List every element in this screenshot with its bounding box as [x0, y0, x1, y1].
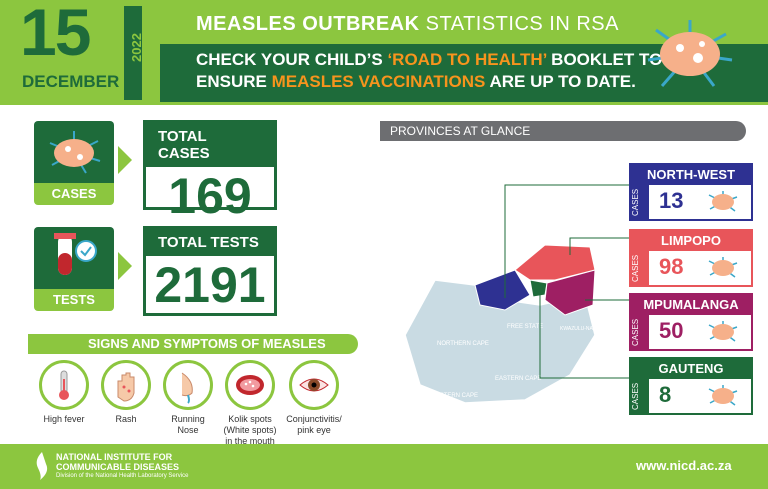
subtitle-line-1: CHECK YOUR CHILD’S ‘ROAD TO HEALTH’ BOOK… — [196, 50, 662, 70]
footer — [0, 444, 768, 489]
date-month: DECEMBER — [22, 72, 120, 91]
leader-gauteng — [539, 290, 630, 379]
title-bold: MEASLES OUTBREAK — [196, 13, 420, 35]
provinces-bar — [380, 121, 746, 141]
cases-word: CASES — [631, 315, 649, 349]
map-gauteng — [529, 279, 548, 298]
map-label-western-cape: WESTERN CAPE — [430, 393, 478, 399]
website-link[interactable]: www.nicd.ac.za — [636, 458, 732, 473]
eye-icon — [289, 360, 339, 410]
tests-arrow — [118, 252, 132, 280]
symptom-line: pink eye — [297, 425, 331, 435]
nose-icon — [163, 360, 213, 410]
symptom-conjunctivitis: Conjunctivitis/ pink eye — [282, 360, 346, 436]
symptom-kolik-spots: Kolik spots (White spots) in the mouth — [218, 360, 282, 447]
sub1-highlight: ‘ROAD TO HEALTH’ — [387, 50, 547, 69]
symptom-label: High fever — [32, 414, 96, 425]
south-africa-map: FREE STATE KWAZULU-NATAL NORTHERN CAPE E… — [404, 244, 602, 404]
map-mpumalanga — [544, 269, 596, 316]
virus-icon — [708, 321, 738, 342]
total-tests-title: TOTAL TESTS — [146, 229, 274, 256]
total-cases-value: 169 — [168, 168, 252, 224]
year-bar — [124, 6, 142, 100]
org-division: Division of the National Health Laborato… — [56, 473, 189, 479]
symptoms-bar — [28, 334, 358, 354]
symptom-high-fever: High fever — [32, 360, 96, 425]
subtitle-line-2: ENSURE MEASLES VACCINATIONS ARE UP TO DA… — [196, 72, 636, 92]
page-title: MEASLES OUTBREAK STATISTICS IN RSA — [196, 13, 619, 36]
symptom-label: Conjunctivitis/ pink eye — [282, 414, 346, 436]
mouth-icon — [225, 360, 275, 410]
symptom-running-nose: Running Nose — [156, 360, 220, 436]
hand-rash-icon — [101, 360, 151, 410]
nicd-logo-icon — [36, 452, 48, 480]
province-name: NORTH-WEST — [631, 165, 751, 185]
sub1-a: CHECK YOUR CHILD’S — [196, 50, 388, 69]
thermometer-icon — [39, 360, 89, 410]
virus-icon — [708, 257, 738, 278]
cases-word: CASES — [631, 379, 649, 413]
symptom-line: in the mouth — [225, 436, 275, 446]
province-name: LIMPOPO — [631, 231, 751, 251]
total-tests-value: 2191 — [154, 257, 266, 313]
tests-label: TESTS — [34, 289, 114, 311]
province-name: GAUTENG — [631, 359, 751, 379]
symptom-label: Running Nose — [156, 414, 220, 436]
sub2-a: ENSURE — [196, 72, 272, 91]
leader-limpopo — [569, 237, 630, 255]
sub2-b: ARE UP TO DATE. — [485, 72, 636, 91]
province-value: 13 — [659, 188, 684, 213]
test-tube-icon — [54, 233, 97, 275]
date-day: 15 — [20, 0, 91, 69]
province-value: 8 — [659, 382, 672, 407]
virus-icon — [647, 20, 733, 87]
symptom-line: Conjunctivitis/ — [286, 414, 342, 424]
sub2-highlight: MEASLES VACCINATIONS — [271, 72, 486, 91]
cases-label: CASES — [34, 183, 114, 205]
virus-icon — [49, 131, 101, 174]
symptom-label: Rash — [94, 414, 158, 425]
org-name-line1: NATIONAL INSTITUTE FOR — [56, 452, 173, 462]
virus-icon — [708, 191, 738, 212]
total-cases-box: TOTAL CASES 169 — [143, 120, 277, 224]
cases-word: CASES — [631, 251, 649, 285]
symptom-line: Running — [171, 414, 205, 424]
province-value: 98 — [659, 254, 684, 279]
symptom-line: High fever — [43, 414, 85, 424]
total-cases-title: TOTAL CASES — [146, 123, 274, 167]
province-card-limpopo: LIMPOPO CASES 98 — [629, 229, 753, 287]
map-label-northern-cape: NORTHERN CAPE — [437, 341, 489, 347]
map-country — [404, 279, 596, 404]
title-thin: STATISTICS IN RSA — [419, 13, 619, 35]
symptom-line: Kolik spots — [228, 414, 272, 424]
map-north-west — [474, 269, 531, 311]
province-card-gauteng: GAUTENG CASES 8 — [629, 357, 753, 415]
province-name: MPUMALANGA — [631, 295, 751, 315]
total-tests-box: TOTAL TESTS 2191 — [143, 226, 277, 316]
leader-north-west — [504, 184, 630, 298]
map-label-free-state: FREE STATE — [507, 324, 543, 330]
cases-word: CASES — [631, 185, 649, 219]
symptom-rash: Rash — [94, 360, 158, 425]
symptom-label: Kolik spots (White spots) in the mouth — [218, 414, 282, 447]
virus-icon — [708, 385, 738, 406]
provinces-title: PROVINCES AT GLANCE — [390, 124, 531, 138]
symptom-line: Rash — [115, 414, 137, 424]
sub1-b: BOOKLET TO — [546, 50, 663, 69]
province-card-mpumalanga: MPUMALANGA CASES 50 — [629, 293, 753, 351]
province-value: 50 — [659, 318, 684, 343]
symptoms-title: SIGNS AND SYMPTOMS OF MEASLES — [88, 336, 326, 351]
province-card-north-west: NORTH-WEST CASES 13 — [629, 163, 753, 221]
org-name-line2: COMMUNICABLE DISEASES — [56, 462, 180, 472]
map-label-kzn: KWAZULU-NATAL — [560, 326, 602, 332]
map-label-eastern-cape: EASTERN CAPE — [495, 376, 541, 382]
symptom-line: (White spots) — [223, 425, 277, 435]
cases-arrow — [118, 146, 132, 174]
symptom-line: Nose — [177, 425, 199, 435]
